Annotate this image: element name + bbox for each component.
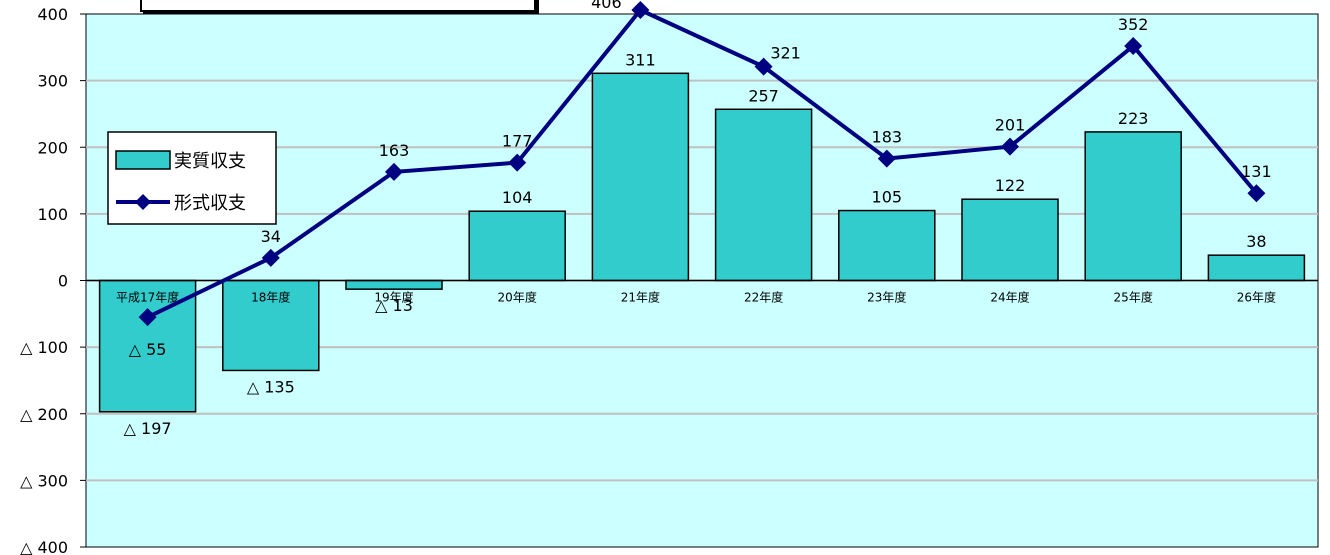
bar — [1084, 131, 1182, 282]
bar — [961, 198, 1059, 282]
category-label: 18年度 — [251, 290, 290, 305]
bar-data-label: 257 — [748, 86, 779, 105]
category-label: 20年度 — [498, 290, 537, 305]
legend-box — [107, 131, 277, 225]
bar-data-label: 223 — [1118, 109, 1149, 128]
y-tick-label: 0 — [58, 272, 68, 291]
bar — [222, 279, 320, 372]
bar-data-label: 105 — [872, 188, 903, 207]
category-label: 21年度 — [621, 290, 660, 305]
bar-data-label: △ 197 — [124, 419, 172, 438]
line-data-label: 352 — [1118, 15, 1149, 34]
line-data-label: 131 — [1241, 162, 1272, 181]
bar-data-label: 38 — [1246, 232, 1266, 251]
y-tick-label: 300 — [37, 72, 68, 91]
y-tick-label: 400 — [37, 5, 68, 24]
bar-data-label: 104 — [502, 188, 533, 207]
line-marker — [261, 248, 280, 267]
bar — [1207, 254, 1306, 282]
line-marker — [1001, 137, 1019, 156]
bar-data-label: △ 13 — [375, 296, 413, 315]
bar — [714, 108, 813, 282]
line-marker — [385, 162, 403, 181]
title-box — [140, 0, 536, 12]
y-tick-label: △ 400 — [20, 538, 68, 555]
bar-data-label: △ 135 — [247, 377, 295, 396]
bar-data-label: 311 — [625, 50, 656, 69]
category-label: 平成17年度 — [116, 290, 179, 305]
legend-label: 実質収支 — [174, 151, 246, 172]
legend-swatch-marker — [135, 194, 151, 210]
legend-swatch-bars — [115, 150, 171, 170]
line-marker — [1124, 36, 1143, 55]
line-data-label: 183 — [872, 128, 903, 147]
line-data-label: 321 — [770, 44, 801, 63]
line-data-label: 177 — [502, 132, 533, 151]
line-data-label: 406 — [591, 0, 622, 12]
line-marker — [754, 57, 773, 76]
bar — [468, 210, 566, 282]
line-marker — [508, 153, 527, 172]
category-label: 26年度 — [1237, 290, 1276, 305]
line-data-label: 163 — [379, 141, 410, 160]
line-marker — [138, 308, 157, 327]
category-label: 25年度 — [1114, 290, 1153, 305]
line-data-label: 201 — [995, 116, 1026, 135]
y-tick-label: △ 200 — [20, 405, 68, 424]
bar — [838, 209, 936, 282]
line-data-label: 34 — [261, 227, 281, 246]
category-label: 23年度 — [867, 290, 906, 305]
category-label: 19年度 — [374, 290, 413, 305]
y-tick-label: 200 — [37, 138, 68, 157]
bar-data-label: 122 — [995, 176, 1026, 195]
y-tick-label: △ 100 — [20, 338, 68, 357]
line-marker — [1247, 184, 1266, 203]
category-label: 24年度 — [990, 290, 1029, 305]
bar — [345, 279, 443, 290]
line-data-label: △ 55 — [129, 340, 167, 359]
category-label: 22年度 — [744, 290, 783, 305]
line-series — [146, 7, 1258, 319]
line-marker — [631, 1, 650, 20]
y-tick-label: △ 300 — [20, 471, 68, 490]
line-marker — [877, 149, 896, 168]
legend-label: 形式収支 — [174, 193, 246, 214]
bar — [591, 72, 690, 282]
y-tick-label: 100 — [37, 205, 68, 224]
